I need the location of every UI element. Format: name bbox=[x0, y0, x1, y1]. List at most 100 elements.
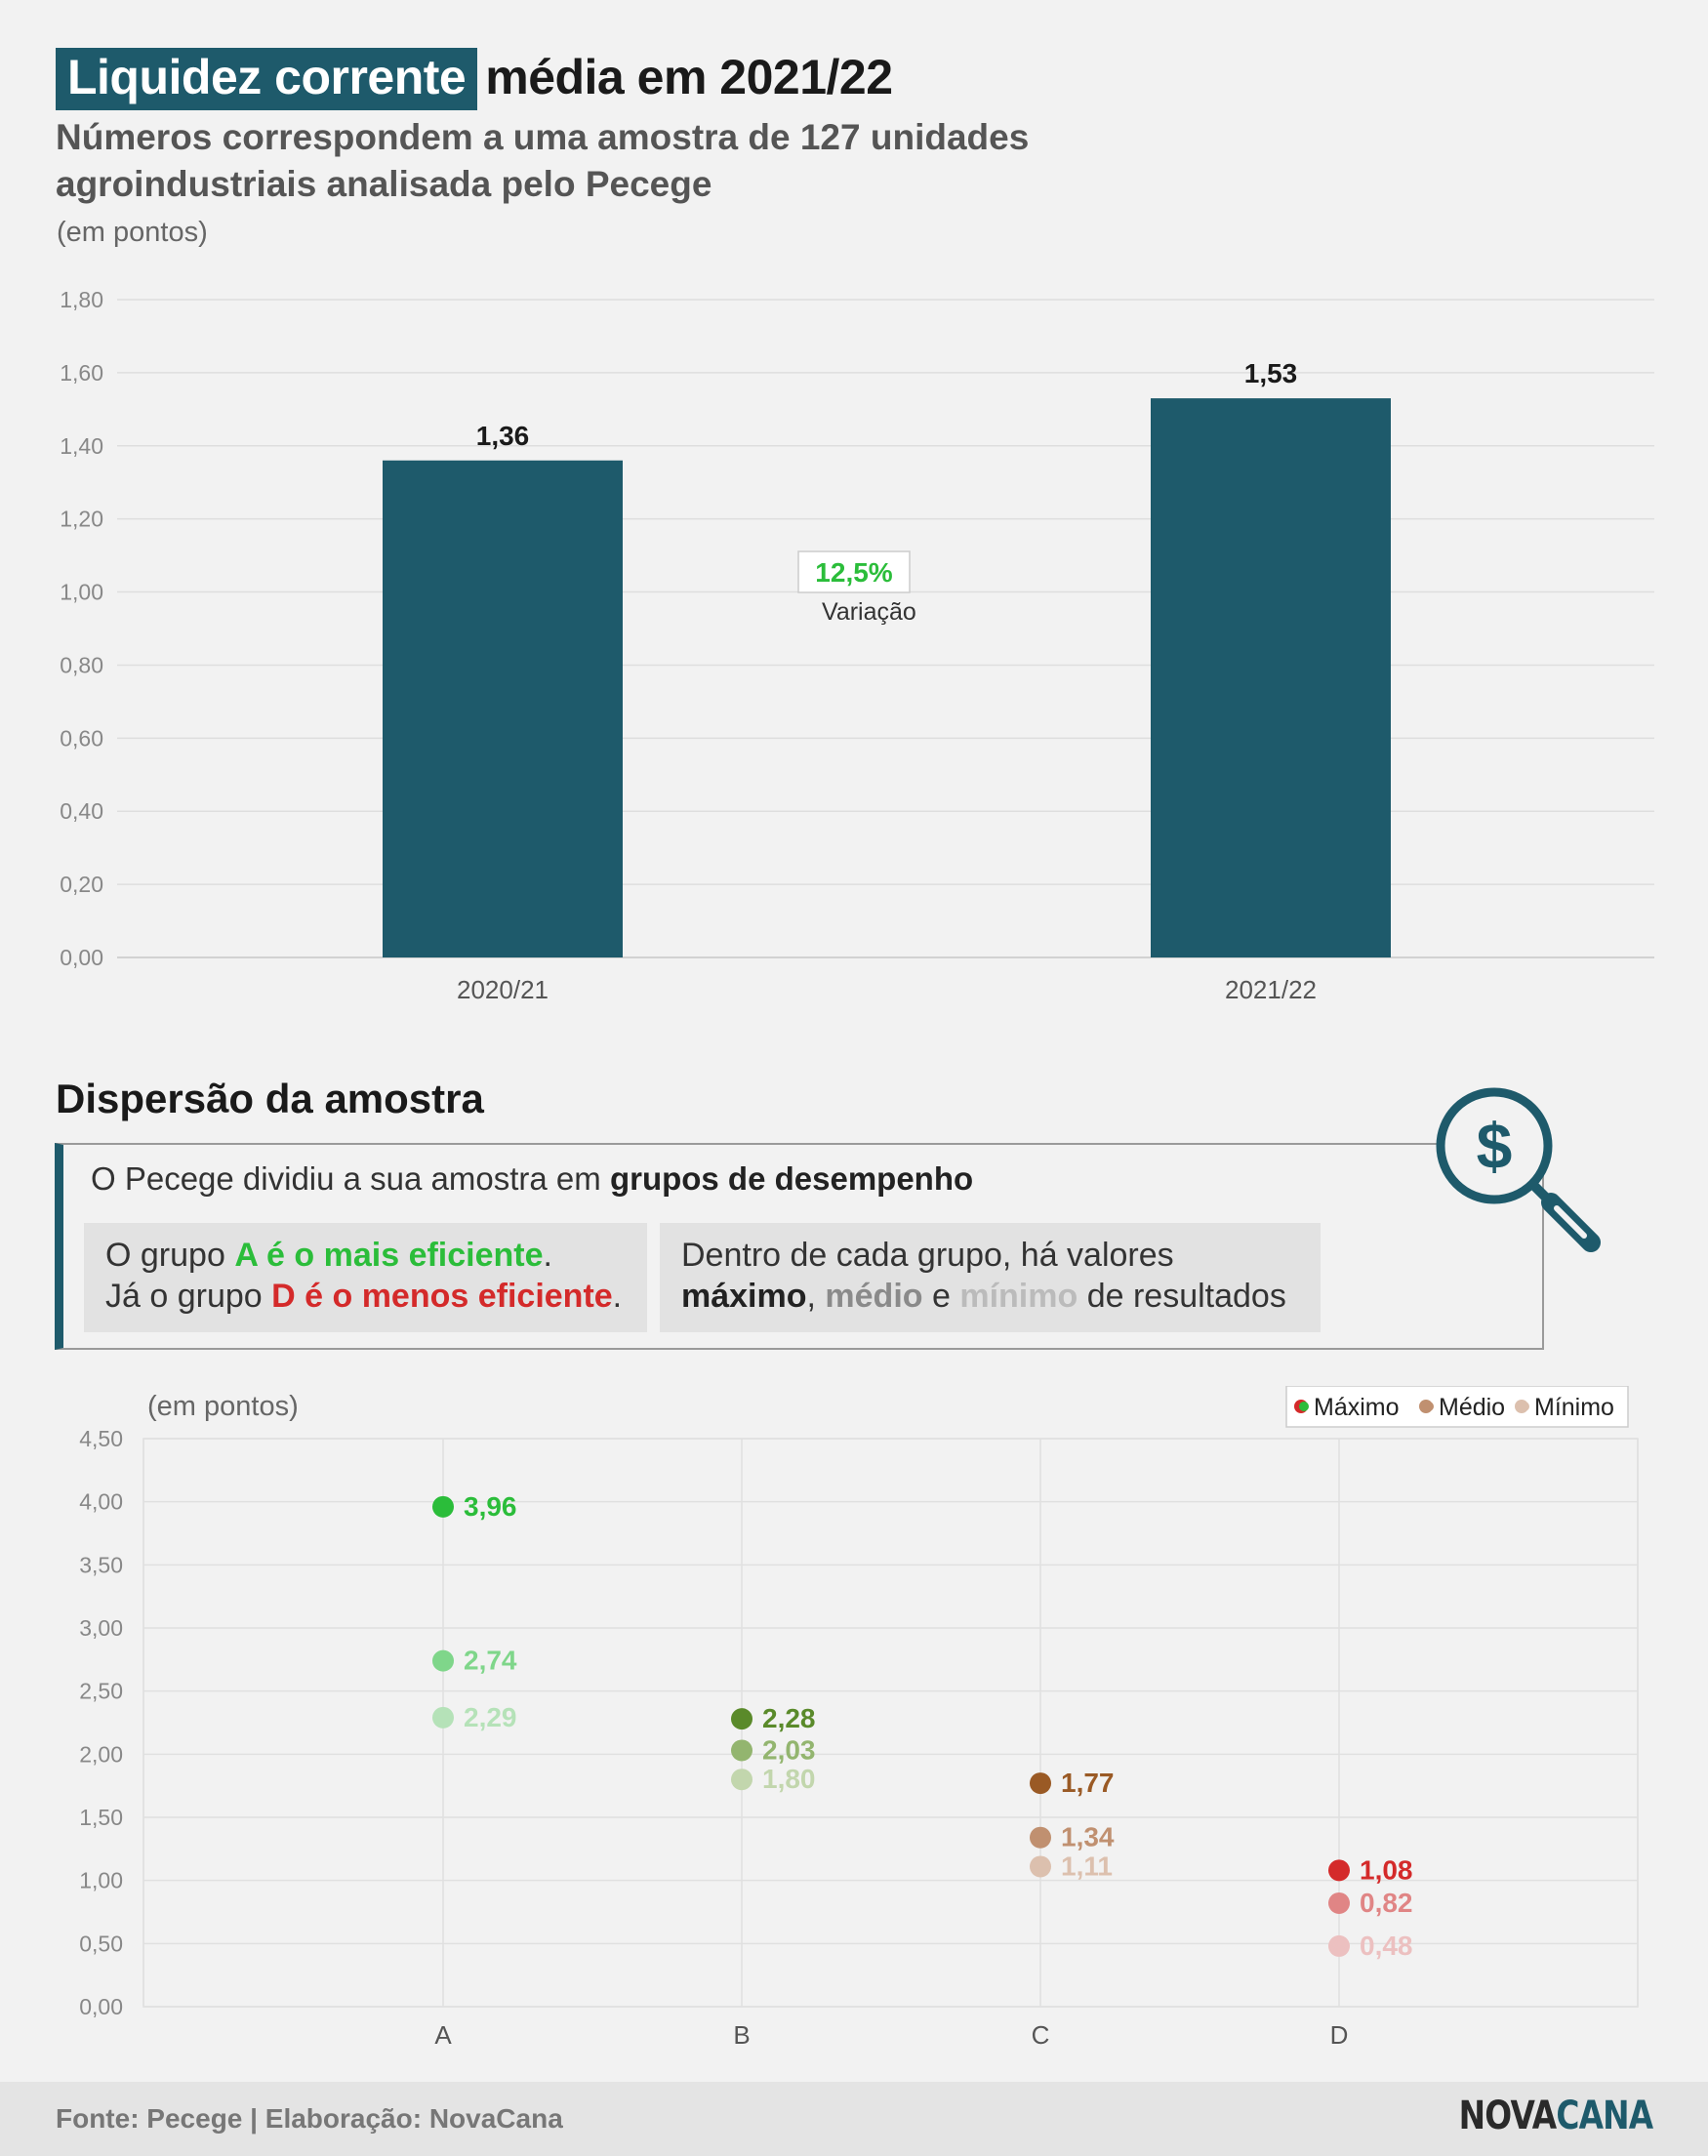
group-a-highlight: A é o mais eficiente bbox=[234, 1237, 544, 1274]
max-point bbox=[432, 1495, 454, 1518]
legend-label: Máximo bbox=[1314, 1394, 1400, 1421]
min-point bbox=[432, 1706, 454, 1729]
separator: e bbox=[922, 1278, 960, 1315]
med-point-label: 2,03 bbox=[762, 1734, 816, 1765]
legend-marker-overlay bbox=[1424, 1402, 1434, 1411]
x-tick-label: 2021/22 bbox=[1225, 975, 1317, 1004]
y-tick-label: 3,00 bbox=[79, 1615, 123, 1641]
efficiency-period: . bbox=[612, 1278, 623, 1315]
values-card: Dentro de cada grupo, há valores máximo,… bbox=[660, 1223, 1321, 1332]
dispersion-title: Dispersão da amostra bbox=[56, 1076, 484, 1121]
legend-box bbox=[1285, 1386, 1629, 1428]
y-tick-label: 0,00 bbox=[79, 1994, 123, 2019]
info-intro-bold: grupos de desempenho bbox=[609, 1160, 974, 1197]
x-tick-label: 2020/21 bbox=[457, 975, 549, 1004]
med-point bbox=[432, 1649, 454, 1672]
info-intro-plain: O Pecege dividiu a sua amostra em bbox=[91, 1160, 610, 1197]
y-tick-label: 1,00 bbox=[79, 1868, 123, 1893]
med-point bbox=[731, 1739, 752, 1762]
x-tick-label: D bbox=[1330, 2020, 1349, 2050]
bar-value-label: 1,36 bbox=[476, 421, 530, 451]
min-point-label: 0,48 bbox=[1360, 1931, 1413, 1961]
novacana-logo: NOVACANA bbox=[1458, 2094, 1653, 2138]
y-tick-label: 0,50 bbox=[79, 1931, 123, 1956]
y-tick-label: 1,60 bbox=[60, 360, 103, 386]
min-point bbox=[731, 1769, 752, 1791]
y-tick-label: 3,50 bbox=[79, 1552, 123, 1577]
logo-part-1: NOVA bbox=[1458, 2094, 1557, 2138]
values-end: de resultados bbox=[1078, 1278, 1286, 1315]
med-point bbox=[1030, 1826, 1051, 1849]
group-d-highlight: D é o menos eficiente bbox=[271, 1278, 613, 1315]
med-point-label: 0,82 bbox=[1360, 1888, 1413, 1918]
legend-marker-overlay bbox=[1299, 1402, 1309, 1411]
y-tick-label: 4,00 bbox=[79, 1489, 123, 1515]
bar bbox=[383, 460, 623, 957]
x-tick-label: A bbox=[434, 2020, 452, 2050]
max-point-label: 3,96 bbox=[464, 1491, 517, 1522]
chart-subtitle: Números correspondem a uma amostra de 12… bbox=[56, 117, 1030, 204]
med-point bbox=[1328, 1892, 1350, 1914]
efficiency-card: O grupo A é o mais eficiente. Já o grupo… bbox=[84, 1223, 647, 1332]
y-tick-label: 2,50 bbox=[79, 1679, 123, 1704]
x-tick-label: C bbox=[1032, 2020, 1050, 2050]
bar-chart: 0,00 0,20 0,40 0,60 0,80 1,00 1,20 1,40 1,60 1,80… bbox=[60, 287, 1654, 1004]
min-point bbox=[1328, 1934, 1350, 1957]
info-box: O Pecege dividiu a sua amostra em grupos… bbox=[55, 1143, 1544, 1350]
values-line-2: máximo, médio e mínimo de resultados bbox=[681, 1276, 1299, 1317]
legend-label: Mínimo bbox=[1534, 1394, 1614, 1421]
y-tick-label: 1,80 bbox=[60, 287, 103, 312]
y-tick-label: 1,00 bbox=[60, 580, 103, 605]
max-point-label: 1,77 bbox=[1061, 1768, 1115, 1798]
med-point-label: 1,34 bbox=[1061, 1822, 1115, 1852]
title-highlight: Liquidez corrente bbox=[56, 48, 478, 110]
separator: , bbox=[806, 1278, 826, 1315]
max-point bbox=[1030, 1772, 1051, 1795]
y-tick-label: 1,50 bbox=[79, 1805, 123, 1830]
legend-marker-overlay bbox=[1520, 1402, 1529, 1411]
max-word: máximo bbox=[681, 1278, 807, 1315]
y-tick-label: 0,20 bbox=[60, 872, 103, 897]
logo-part-2: CANA bbox=[1555, 2094, 1653, 2138]
efficiency-line-1: O grupo A é o mais eficiente. bbox=[105, 1235, 626, 1276]
efficiency-period: . bbox=[543, 1237, 552, 1274]
y-axis-unit: (em pontos) bbox=[147, 1391, 299, 1422]
y-tick-label: 0,00 bbox=[60, 945, 103, 970]
y-tick-label: 0,60 bbox=[60, 725, 103, 751]
plot-frame bbox=[142, 1438, 1639, 2008]
min-point-label: 2,29 bbox=[464, 1702, 517, 1732]
med-point-label: 2,74 bbox=[464, 1646, 517, 1676]
bar bbox=[1151, 398, 1391, 958]
values-line-1: Dentro de cada grupo, há valores bbox=[681, 1237, 1174, 1274]
max-point bbox=[1328, 1859, 1350, 1882]
efficiency-line-2: Já o grupo D é o menos eficiente. bbox=[105, 1276, 626, 1317]
dispersion-chart: 0,00 0,50 1,00 1,50 2,00 2,50 3,00 3,50 4,00 4,50… bbox=[79, 1386, 1639, 2050]
variation-value: 12,5% bbox=[815, 557, 892, 588]
x-tick-label: B bbox=[733, 2020, 750, 2050]
y-tick-label: 1,40 bbox=[60, 433, 103, 459]
max-point-label: 1,08 bbox=[1360, 1854, 1413, 1885]
efficiency-text: Já o grupo bbox=[105, 1278, 272, 1315]
min-point-label: 1,11 bbox=[1061, 1851, 1113, 1881]
footer: Fonte: Pecege | Elaboração: NovaCana NOV… bbox=[0, 2082, 1708, 2156]
variation-label: Variação bbox=[822, 598, 916, 626]
efficiency-text: O grupo bbox=[105, 1237, 235, 1274]
y-tick-label: 1,20 bbox=[60, 507, 103, 532]
y-tick-label: 0,80 bbox=[60, 652, 103, 677]
min-point-label: 1,80 bbox=[762, 1764, 816, 1794]
variation-box bbox=[797, 550, 911, 593]
min-point bbox=[1030, 1855, 1051, 1878]
source-credit: Fonte: Pecege | Elaboração: NovaCana bbox=[56, 2103, 563, 2134]
legend-label: Médio bbox=[1439, 1394, 1505, 1421]
y-tick-label: 0,40 bbox=[60, 798, 103, 824]
max-point bbox=[731, 1708, 752, 1730]
min-word: mínimo bbox=[959, 1278, 1078, 1315]
svg-text:$: $ bbox=[1477, 1110, 1513, 1182]
bar-value-label: 1,53 bbox=[1244, 358, 1298, 388]
info-intro: O Pecege dividiu a sua amostra em grupos… bbox=[91, 1160, 973, 1198]
max-point-label: 2,28 bbox=[762, 1703, 816, 1733]
dollar-magnifier-icon: $ bbox=[1436, 1087, 1601, 1252]
y-tick-label: 2,00 bbox=[79, 1741, 123, 1767]
chart-title: Liquidez corrente média em 2021/22 bbox=[56, 48, 893, 110]
bar-chart-unit: (em pontos) bbox=[57, 217, 208, 248]
